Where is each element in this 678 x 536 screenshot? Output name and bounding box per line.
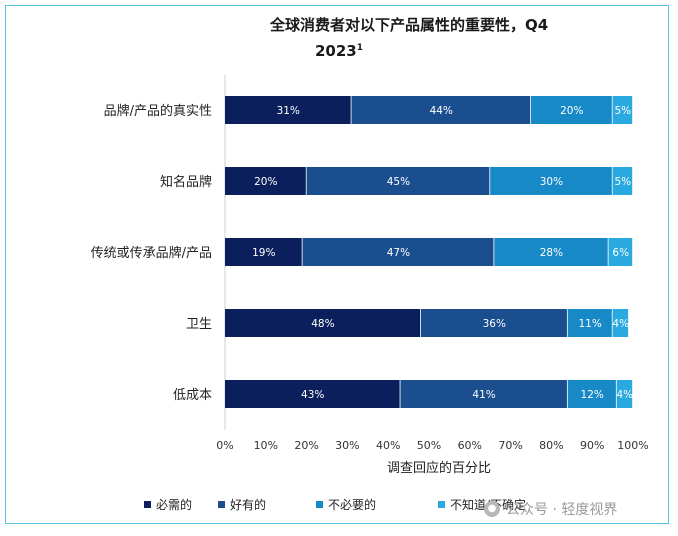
data-label: 47% [387, 247, 410, 259]
bar-segment [616, 380, 633, 408]
x-tick-label: 60% [458, 439, 482, 452]
x-tick-label: 20% [294, 439, 318, 452]
data-label: 44% [430, 105, 453, 117]
category-label: 品牌/产品的真实性 [104, 103, 212, 119]
x-tick-label: 80% [539, 439, 563, 452]
x-tick-label: 30% [335, 439, 359, 452]
legend-item: 不必要的 [316, 496, 376, 513]
data-label: 36% [483, 318, 506, 330]
legend-label: 好有的 [230, 498, 267, 512]
bar-segment [225, 309, 421, 337]
bar-segment [225, 167, 306, 195]
bar-segment [567, 380, 616, 408]
data-label: 19% [252, 247, 275, 259]
data-label: 12% [581, 389, 604, 401]
x-axis-label: 调查回应的百分比 [387, 460, 491, 476]
legend: 必需的好有的不必要的不知道/不确定 [0, 496, 678, 516]
x-tick-label: 40% [376, 439, 400, 452]
x-tick-label: 70% [498, 439, 522, 452]
x-tick-label: 10% [254, 439, 278, 452]
watermark-text: 公众号 · 轻度视界 [506, 502, 618, 518]
data-label: 41% [472, 389, 495, 401]
data-label: 4% [617, 389, 634, 401]
legend-label: 必需的 [156, 498, 193, 512]
bar-segment [351, 96, 531, 124]
title-line-2: 2023 [315, 42, 357, 60]
x-tick-label: 100% [617, 439, 648, 452]
chart-title: 全球消费者对以下产品属性的重要性，Q4 20231 [270, 14, 610, 63]
data-label: 20% [560, 105, 583, 117]
data-label: 5% [614, 176, 631, 188]
stacked-bar-chart: 0% 10% 20% 30% 40% 50% 60% 70% 80% 90% 100% 调查回应的百分… [91, 75, 649, 476]
bar-segment [612, 167, 633, 195]
data-label: 6% [612, 247, 629, 259]
bar-segment [225, 96, 351, 124]
data-label: 11% [578, 318, 601, 330]
legend-label: 不必要的 [328, 498, 377, 512]
bar-segment [490, 167, 612, 195]
data-label: 20% [254, 176, 277, 188]
bar-segment [494, 238, 608, 266]
data-label: 31% [277, 105, 300, 117]
data-label: 28% [540, 247, 563, 259]
chart-frame [5, 5, 669, 524]
title-line-1: 全球消费者对以下产品属性的重要性，Q4 [270, 16, 549, 34]
bar-segment [531, 96, 612, 124]
category-label: 低成本 [173, 388, 212, 403]
data-label: 5% [614, 105, 631, 117]
bar-segment [306, 167, 490, 195]
title-superscript: 1 [356, 43, 364, 53]
watermark: ● 公众号 · 轻度视界 [484, 499, 617, 519]
wechat-icon: ● [484, 501, 500, 517]
bar-segment [420, 309, 567, 337]
bar-segment [612, 96, 633, 124]
data-label: 45% [387, 176, 410, 188]
category-label: 传统或传承品牌/产品 [91, 245, 212, 261]
x-tick-label: 90% [580, 439, 604, 452]
bar-segment [400, 380, 567, 408]
bar-segment [225, 380, 400, 408]
category-label: 卫生 [186, 317, 212, 332]
x-tick-label: 50% [417, 439, 441, 452]
legend-item: 必需的 [144, 496, 192, 513]
data-label: 30% [540, 176, 563, 188]
legend-swatch [144, 501, 151, 508]
data-label: 43% [301, 389, 324, 401]
legend-swatch [438, 501, 445, 508]
x-tick-label: 0% [216, 439, 233, 452]
legend-swatch [218, 501, 225, 508]
bar-segment [612, 309, 629, 337]
category-label: 知名品牌 [160, 174, 212, 190]
bar-segment [302, 238, 494, 266]
data-label: 48% [311, 318, 334, 330]
bar-segment [567, 309, 612, 337]
data-label: 4% [612, 318, 629, 330]
bar-segment [225, 238, 302, 266]
bar-segment [608, 238, 633, 266]
legend-item: 好有的 [218, 496, 266, 513]
legend-swatch [316, 501, 323, 508]
